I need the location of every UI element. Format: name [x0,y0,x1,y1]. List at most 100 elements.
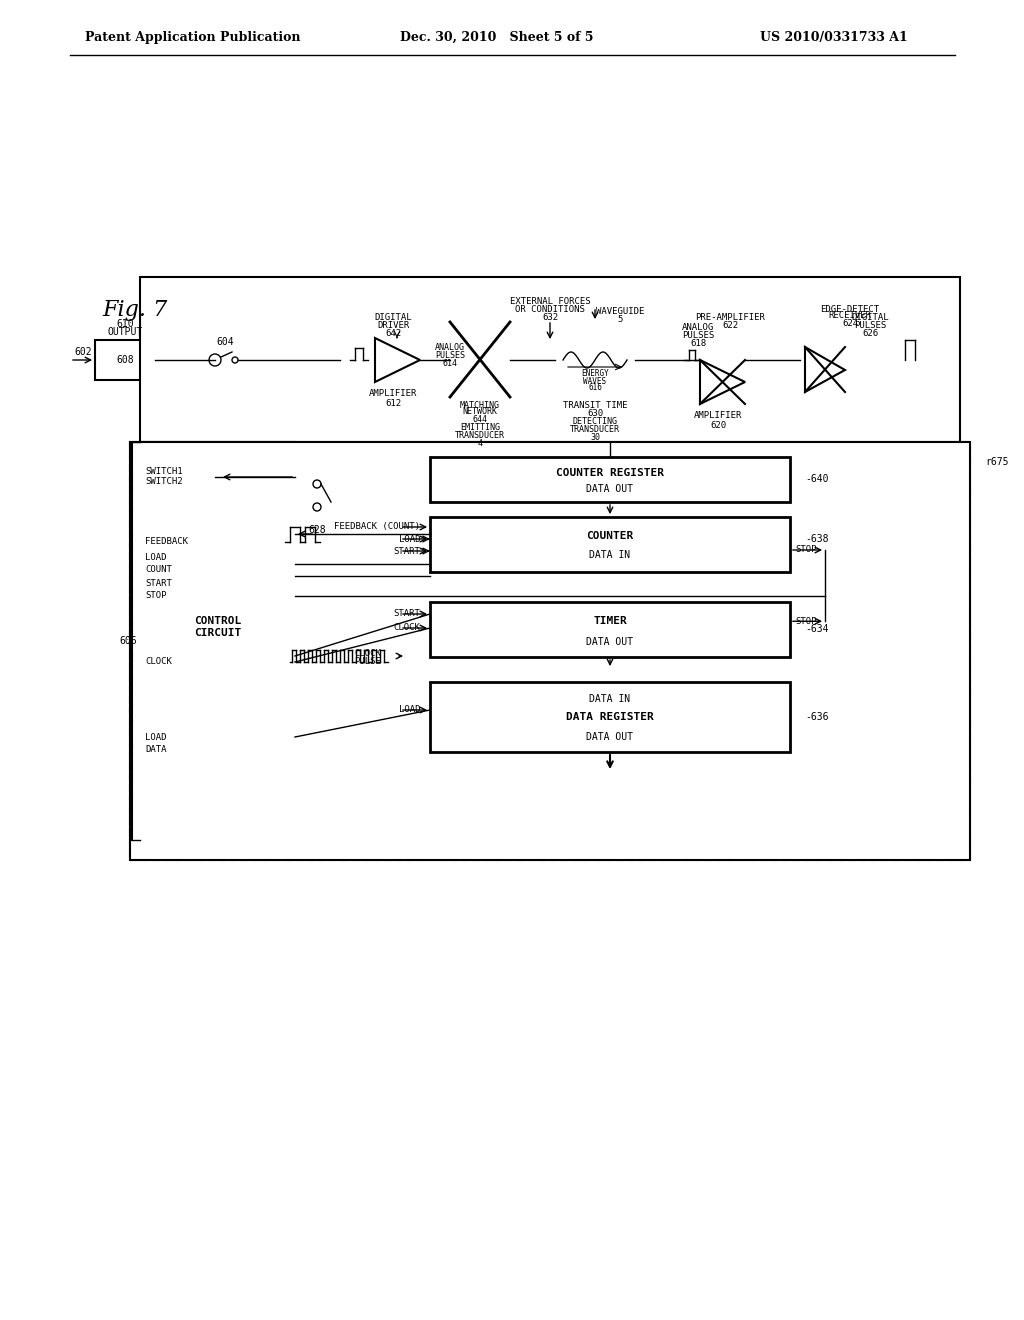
Text: 620: 620 [710,421,726,429]
Text: DATA IN: DATA IN [590,550,631,561]
Bar [140,442,295,840]
Bar [95,341,155,380]
Text: LOAD: LOAD [398,535,420,544]
Text: START: START [393,546,420,556]
Text: COUNTER: COUNTER [587,531,634,541]
Text: 30: 30 [590,433,600,442]
Text: PULSE: PULSE [354,657,381,667]
Text: DATA OUT: DATA OUT [587,731,634,742]
Text: CLOCK: CLOCK [354,649,381,659]
Bar [555,322,635,397]
Text: MATCHING: MATCHING [460,400,500,409]
Text: 608: 608 [116,355,134,366]
Text: 4: 4 [477,438,482,447]
Text: WAVES: WAVES [584,376,606,385]
Text: PULSES: PULSES [682,330,714,339]
Text: 606: 606 [119,636,137,645]
Text: AMPLIFIER: AMPLIFIER [694,412,742,421]
Text: COUNTER REGISTER: COUNTER REGISTER [556,467,664,478]
Text: SWITCH1: SWITCH1 [145,467,182,477]
Text: DATA OUT: DATA OUT [587,484,634,495]
Text: RECEIVER: RECEIVER [828,312,871,321]
Text: NETWORK: NETWORK [463,408,498,417]
Text: 614: 614 [442,359,458,367]
Text: SWITCH2: SWITCH2 [145,478,182,487]
Text: 610: 610 [116,319,134,329]
Text: FEEDBACK: FEEDBACK [145,537,188,546]
Text: DIGITAL: DIGITAL [374,313,412,322]
Text: Patent Application Publication: Patent Application Publication [85,30,300,44]
Text: EDGE-DETECT: EDGE-DETECT [820,305,880,314]
Text: 632: 632 [542,314,558,322]
Text: 624: 624 [842,319,858,329]
Text: DATA IN: DATA IN [590,694,631,705]
Text: LOAD: LOAD [145,733,167,742]
Text: -640: -640 [805,474,828,484]
Bar [130,442,970,861]
Text: AMPLIFIER: AMPLIFIER [369,389,417,399]
Text: DETECTING: DETECTING [572,417,617,426]
Text: PULSES: PULSES [435,351,465,359]
Text: CLOCK: CLOCK [145,657,172,667]
Text: 626: 626 [862,329,878,338]
Text: LOAD: LOAD [145,553,167,561]
Text: STOP: STOP [795,616,816,626]
Bar [430,457,790,502]
Bar [450,322,510,397]
Text: 612: 612 [385,399,401,408]
Text: 616: 616 [588,384,602,392]
Text: CIRCUIT: CIRCUIT [194,628,241,638]
Bar [430,602,790,657]
Text: STOP: STOP [145,591,167,601]
Text: DIGITAL: DIGITAL [851,313,889,322]
Text: EMITTING: EMITTING [460,422,500,432]
Text: 602: 602 [74,347,92,356]
Text: DATA OUT: DATA OUT [587,636,634,647]
Text: FEEDBACK (COUNT): FEEDBACK (COUNT) [334,523,420,532]
Bar [430,517,790,572]
Text: STOP: STOP [795,545,816,554]
Text: DATA: DATA [145,746,167,755]
Text: 622: 622 [722,321,738,330]
Bar [130,442,970,861]
Text: DATA REGISTER: DATA REGISTER [566,711,654,722]
Text: START: START [393,610,420,619]
Text: 644: 644 [472,414,487,424]
Bar [800,317,900,407]
Text: 642: 642 [385,329,401,338]
Text: 618: 618 [690,338,707,347]
Text: EXTERNAL FORCES: EXTERNAL FORCES [510,297,590,306]
Bar [140,277,961,442]
Text: TRANSDUCER: TRANSDUCER [570,425,620,434]
Text: US 2010/0331733 A1: US 2010/0331733 A1 [760,30,907,44]
Text: START: START [145,578,172,587]
Text: 5: 5 [617,315,623,325]
Text: 630: 630 [587,409,603,418]
Text: CONTROL: CONTROL [194,616,241,626]
Text: Fig. 7: Fig. 7 [102,300,168,321]
Text: TIMER: TIMER [593,616,627,626]
Text: DRIVER: DRIVER [377,321,410,330]
Text: ENERGY: ENERGY [582,370,609,379]
Text: PULSES: PULSES [854,321,886,330]
Text: OUTPUT: OUTPUT [108,327,142,337]
Bar [430,682,790,752]
Text: PRE-AMPLIFIER: PRE-AMPLIFIER [695,313,765,322]
Text: r675: r675 [985,457,1009,467]
Bar [300,473,335,521]
Text: -634: -634 [805,624,828,635]
Text: OR CONDITIONS: OR CONDITIONS [515,305,585,314]
Text: COUNT: COUNT [145,565,172,574]
Text: ANALOG: ANALOG [682,322,714,331]
Text: WAVEGUIDE: WAVEGUIDE [596,308,644,317]
Text: 604: 604 [216,337,233,347]
Text: -636: -636 [805,711,828,722]
Text: LOAD: LOAD [398,705,420,714]
Text: -638: -638 [805,535,828,544]
Text: ANALOG: ANALOG [435,342,465,351]
Text: Dec. 30, 2010   Sheet 5 of 5: Dec. 30, 2010 Sheet 5 of 5 [400,30,594,44]
Text: TRANSIT TIME: TRANSIT TIME [563,400,628,409]
Text: 628: 628 [308,525,326,535]
Text: CLOCK: CLOCK [393,623,420,632]
Text: TRANSDUCER: TRANSDUCER [455,430,505,440]
